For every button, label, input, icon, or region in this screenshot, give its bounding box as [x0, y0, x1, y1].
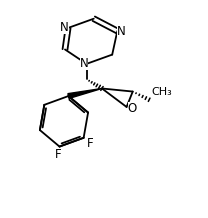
Text: F: F: [55, 148, 61, 161]
Polygon shape: [68, 89, 102, 99]
Text: N: N: [117, 24, 125, 37]
Text: O: O: [128, 102, 137, 115]
Text: CH₃: CH₃: [151, 87, 172, 97]
Text: F: F: [87, 137, 93, 150]
Text: N: N: [80, 57, 88, 70]
Text: N: N: [60, 21, 69, 34]
